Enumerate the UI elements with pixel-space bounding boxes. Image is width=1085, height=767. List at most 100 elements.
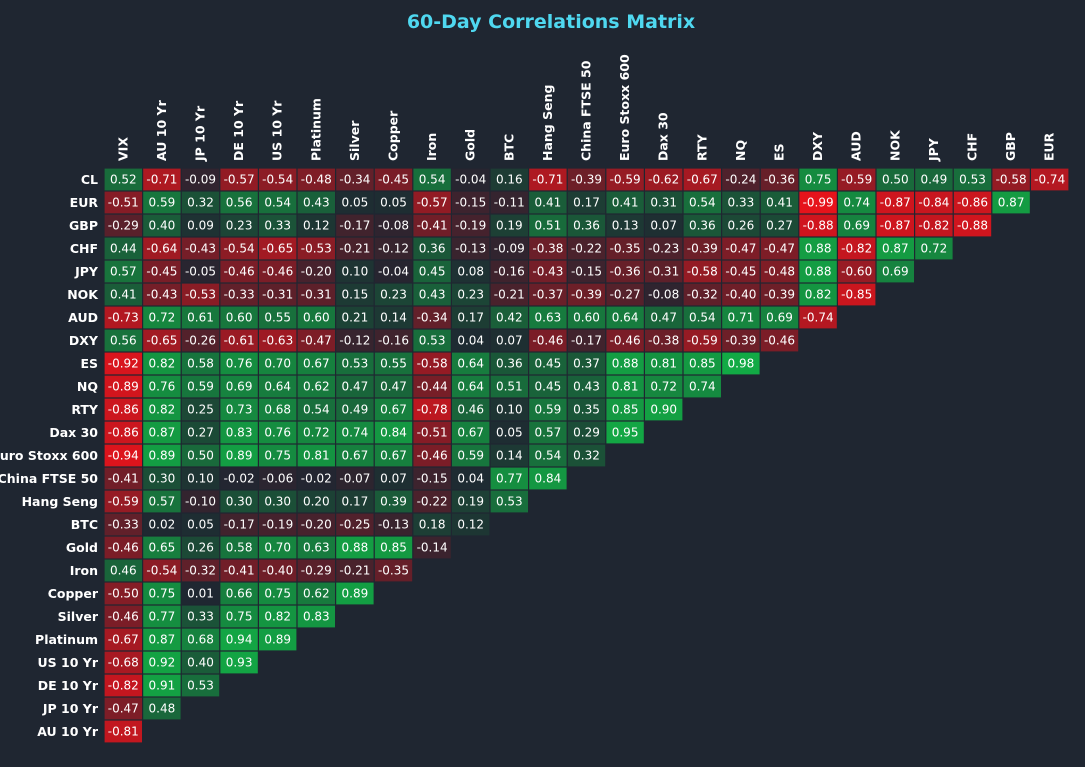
heatmap-cell <box>374 536 413 559</box>
column-label-rty: RTY <box>694 133 709 161</box>
heatmap-cell <box>722 214 760 237</box>
cell-value-label: 0.40 <box>149 219 176 233</box>
heatmap-cell <box>683 306 721 329</box>
row-label-china-ftse-50: China FTSE 50 <box>0 471 98 486</box>
heatmap-cell <box>181 237 220 260</box>
cell-value-label: 0.23 <box>226 219 253 233</box>
heatmap-cell <box>645 375 683 398</box>
heatmap-cell <box>297 375 335 398</box>
cell-value-label: 0.54 <box>689 196 716 210</box>
cell-value-label: 0.60 <box>303 311 330 325</box>
cell-value-label: 0.89 <box>264 633 291 647</box>
row-label-iron: Iron <box>70 563 98 578</box>
heatmap-cell <box>452 490 490 513</box>
heatmap-cell <box>567 398 606 421</box>
cell-value-label: 0.53 <box>187 679 214 693</box>
heatmap-cell <box>452 421 490 444</box>
heatmap-cell <box>413 283 451 306</box>
cell-value-label: 0.53 <box>959 173 986 187</box>
heatmap-cell <box>336 582 374 605</box>
cell-value-label: 0.05 <box>187 518 214 532</box>
cell-value-label: -0.57 <box>224 173 255 187</box>
heatmap-cell <box>413 237 451 260</box>
heatmap-cell <box>143 214 181 237</box>
heatmap-cell <box>336 191 374 214</box>
cell-value-label: 0.33 <box>187 610 214 624</box>
cell-value-label: -0.09 <box>494 242 525 256</box>
cell-value-label: -0.43 <box>146 288 177 302</box>
heatmap-cell <box>297 536 335 559</box>
heatmap-cell <box>374 306 413 329</box>
heatmap-cell <box>529 237 567 260</box>
heatmap-cell <box>143 352 181 375</box>
cell-value-label: -0.48 <box>301 173 332 187</box>
heatmap-cell <box>104 398 142 421</box>
cell-value-label: 0.23 <box>457 288 484 302</box>
heatmap-cell <box>220 651 258 674</box>
heatmap-cell <box>143 398 181 421</box>
heatmap-cell <box>529 398 567 421</box>
cell-value-label: -0.39 <box>687 242 718 256</box>
heatmap-cell <box>220 168 258 191</box>
heatmap-cell <box>220 444 258 467</box>
heatmap-cell <box>645 260 683 283</box>
heatmap-cell <box>104 720 142 743</box>
cell-value-label: -0.43 <box>185 242 216 256</box>
cell-value-label: 0.74 <box>689 380 716 394</box>
heatmap-cell <box>104 306 142 329</box>
cell-value-label: -0.51 <box>108 196 139 210</box>
column-label-us-10-yr: US 10 Yr <box>270 100 285 161</box>
heatmap-cell <box>220 329 258 352</box>
cell-value-label: -0.35 <box>610 242 641 256</box>
heatmap-cell <box>683 191 721 214</box>
cell-value-label: 0.67 <box>303 357 330 371</box>
cell-value-label: -0.89 <box>108 380 139 394</box>
heatmap-cell <box>760 168 799 191</box>
heatmap-cell <box>336 306 374 329</box>
heatmap-cell <box>220 628 258 651</box>
heatmap-cell <box>915 214 953 237</box>
cell-value-label: -0.33 <box>224 288 255 302</box>
cell-value-label: -0.13 <box>455 242 486 256</box>
heatmap-cell <box>876 260 914 283</box>
heatmap-cell <box>799 168 837 191</box>
heatmap-cell <box>567 421 606 444</box>
heatmap-cell <box>259 260 297 283</box>
cell-value-label: 0.84 <box>380 426 407 440</box>
heatmap-cell <box>143 329 181 352</box>
cell-value-label: -0.74 <box>803 311 834 325</box>
row-label-nq: NQ <box>77 379 98 394</box>
cell-value-label: 0.95 <box>612 426 639 440</box>
cell-value-label: 0.37 <box>573 357 600 371</box>
cell-value-label: -0.21 <box>494 288 525 302</box>
column-label-gbp: GBP <box>1003 132 1018 161</box>
heatmap-cell <box>876 237 914 260</box>
column-label-jp-10-yr: JP 10 Yr <box>193 105 208 162</box>
cell-value-label: -0.32 <box>687 288 718 302</box>
cell-value-label: -0.88 <box>957 219 988 233</box>
column-label-dxy: DXY <box>810 131 825 161</box>
heatmap-cell <box>413 329 451 352</box>
heatmap-cell <box>104 490 142 513</box>
heatmap-cell <box>181 329 220 352</box>
cell-value-label: -0.81 <box>108 725 139 739</box>
heatmap-cell <box>374 513 413 536</box>
heatmap-cell <box>104 651 142 674</box>
heatmap-cell <box>452 237 490 260</box>
cell-value-label: -0.84 <box>918 196 949 210</box>
heatmap-cell <box>143 375 181 398</box>
cell-value-label: 0.81 <box>303 449 330 463</box>
heatmap-cell <box>452 306 490 329</box>
heatmap-cell <box>297 467 335 490</box>
heatmap-cell <box>683 283 721 306</box>
heatmap-cell <box>722 260 760 283</box>
heatmap-cell <box>259 513 297 536</box>
column-label-de-10-yr: DE 10 Yr <box>231 100 246 161</box>
cell-value-label: 0.36 <box>496 357 523 371</box>
cell-value-label: 0.53 <box>419 334 446 348</box>
cell-value-label: 0.52 <box>110 173 137 187</box>
cell-value-label: -0.38 <box>648 334 679 348</box>
heatmap-cell <box>143 513 181 536</box>
heatmap-cell <box>297 168 335 191</box>
